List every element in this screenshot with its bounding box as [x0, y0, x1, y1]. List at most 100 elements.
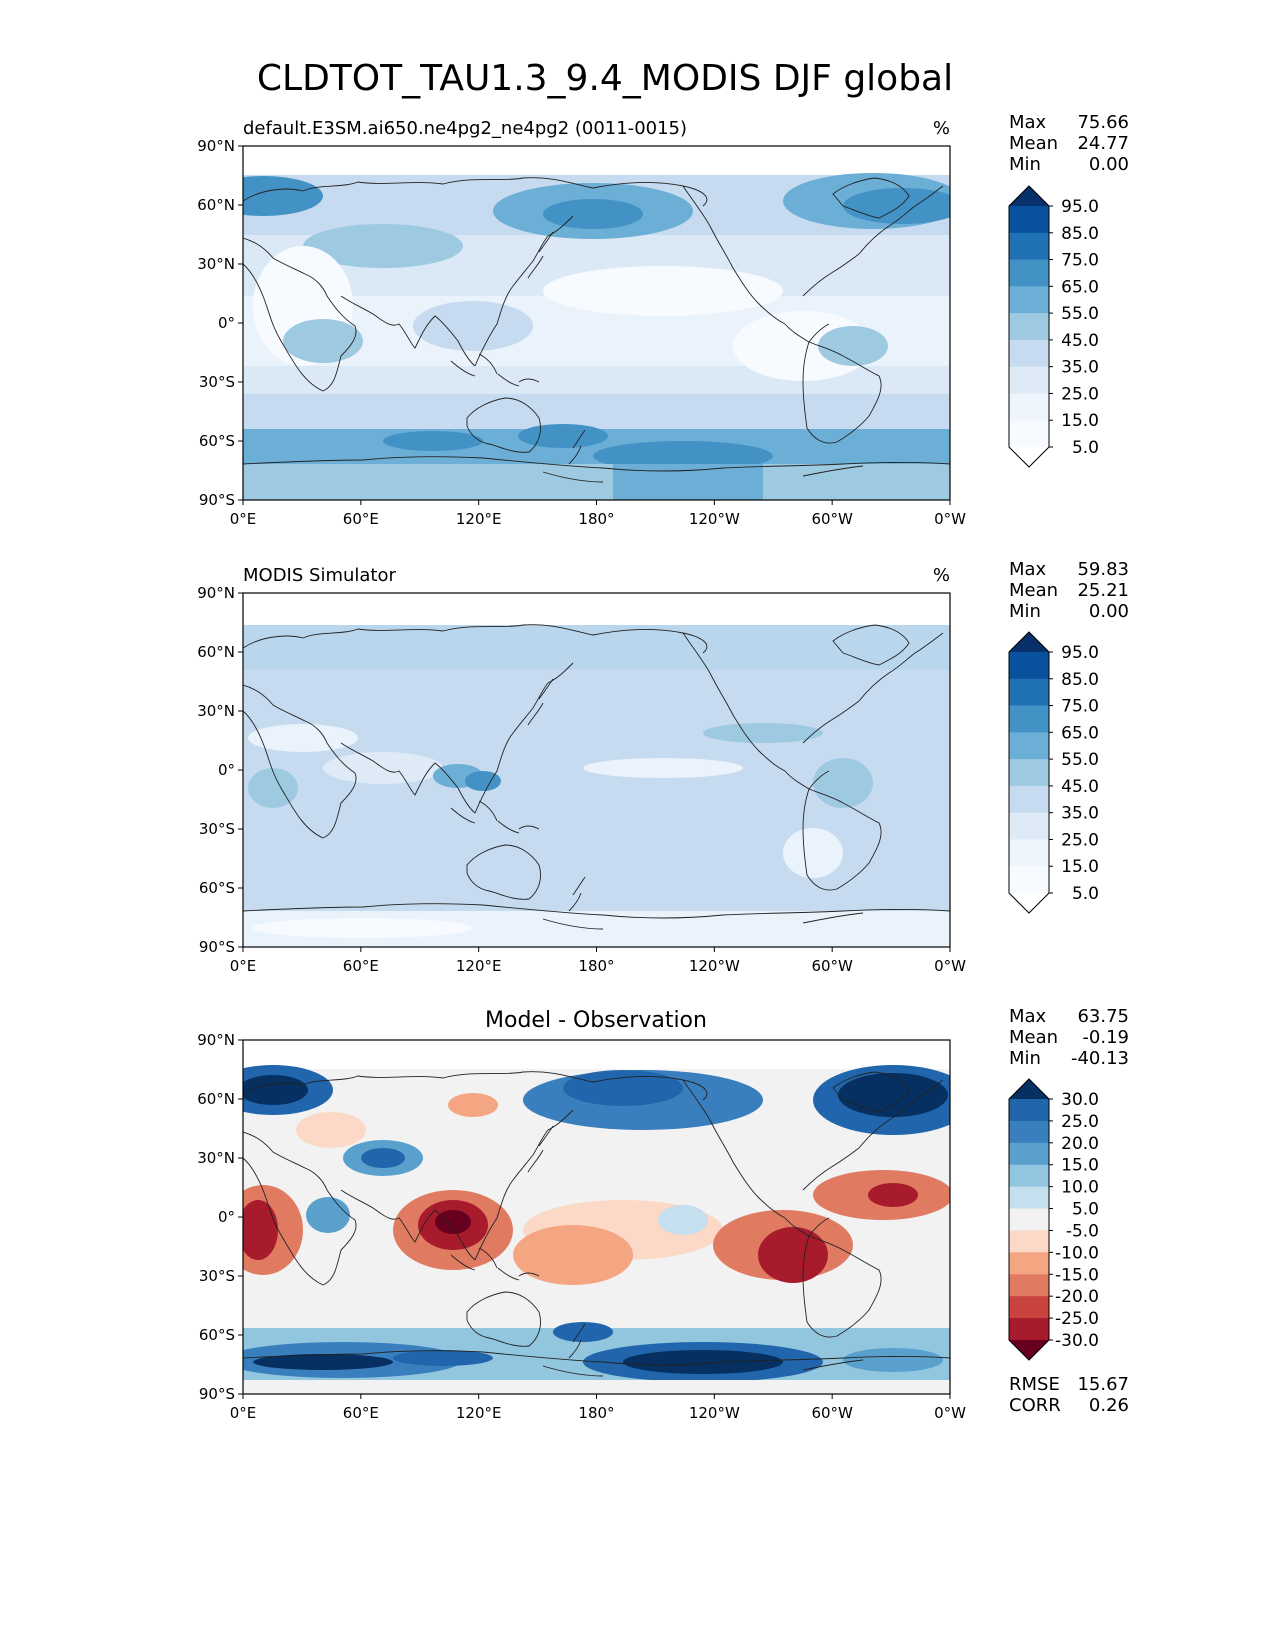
stat-value: -40.13 — [1071, 1048, 1129, 1069]
lat-tick-label: 90°N — [197, 584, 235, 602]
colorbar-segment — [1009, 339, 1049, 368]
colorbar-label: 95.0 — [1061, 197, 1099, 217]
colorbar-label: 25.0 — [1061, 830, 1099, 850]
panel-units: % — [933, 565, 950, 586]
map-field — [243, 1040, 950, 1394]
map-field — [243, 593, 950, 947]
stat-label: Max — [1009, 112, 1047, 133]
colorbar-label: 95.0 — [1061, 643, 1099, 663]
colorbar-segment — [1009, 1164, 1049, 1188]
colorbar-label: 85.0 — [1061, 670, 1099, 690]
lat-tick-label: 60°N — [197, 643, 235, 661]
stat-value: 59.83 — [1077, 559, 1129, 580]
panel-model-legend: Max 75.66 Mean 24.77 Min 0.00 95.0 85.0 75.0 65.… — [1008, 112, 1129, 468]
colorbar-label: 20.0 — [1061, 1134, 1099, 1154]
colorbar-segment — [1009, 1099, 1049, 1122]
colorbar-segment — [1009, 1186, 1049, 1210]
lat-tick-label: 30°N — [197, 255, 235, 273]
colorbar-label: 45.0 — [1061, 777, 1099, 797]
lat-tick-label: 90°S — [199, 938, 235, 956]
lat-tick-label: 60°N — [197, 196, 235, 214]
lat-tick-label: 30°N — [197, 1149, 235, 1167]
colorbar-label: 75.0 — [1061, 251, 1099, 271]
stat-value: 24.77 — [1077, 133, 1129, 154]
colorbar: 95.0 85.0 75.0 65.0 55.0 45.0 35.0 25.0 15.0 5.0 — [1008, 185, 1099, 468]
colorbar-label: -20.0 — [1055, 1287, 1099, 1307]
colorbar-label: -15.0 — [1055, 1265, 1099, 1285]
stat-value: 63.75 — [1077, 1006, 1129, 1027]
colorbar-label: 75.0 — [1061, 697, 1099, 717]
colorbar-extend-max — [1009, 632, 1049, 652]
colorbar-segment — [1009, 839, 1049, 867]
lat-tick-label: 30°S — [199, 373, 235, 391]
colorbar-label: 65.0 — [1061, 277, 1099, 297]
stat-label: Min — [1009, 154, 1041, 175]
extra-stats-block: RMSE 15.67 CORR 0.26 — [1009, 1374, 1129, 1416]
colorbar-label: 5.0 — [1072, 884, 1099, 904]
colorbar-label: 65.0 — [1061, 723, 1099, 743]
colorbar-segment — [1009, 206, 1049, 234]
colorbar-segment — [1009, 286, 1049, 314]
panel-difference: Model - Observation — [197, 1008, 966, 1422]
colorbar-label: 25.0 — [1061, 384, 1099, 404]
lat-ticks: 90°N 60°N 30°N 0° 30°S 60°S 90°S — [197, 584, 243, 956]
lon-tick-label: 60°W — [811, 957, 853, 975]
lon-tick-label: 120°W — [689, 957, 740, 975]
colorbar-segment — [1009, 1120, 1049, 1144]
lon-tick-label: 0°W — [934, 1404, 966, 1422]
stat-value: 0.00 — [1089, 154, 1129, 175]
stats-block: Max 63.75 Mean -0.19 Min -40.13 — [1009, 1006, 1129, 1069]
stat-label: Mean — [1009, 580, 1058, 601]
panel-units: % — [933, 118, 950, 139]
colorbar-label: 15.0 — [1061, 1156, 1099, 1176]
colorbar-segment — [1009, 678, 1049, 707]
colorbar-segment — [1009, 705, 1049, 733]
stats-block: Max 59.83 Mean 25.21 Min 0.00 — [1009, 559, 1129, 622]
colorbar-label: -5.0 — [1066, 1221, 1099, 1241]
colorbar-segment — [1009, 785, 1049, 814]
colorbar-label: 85.0 — [1061, 224, 1099, 244]
colorbar-label: 15.0 — [1061, 411, 1099, 431]
panel-observation-legend: Max 59.83 Mean 25.21 Min 0.00 95.0 85.0 75.0 65.… — [1008, 559, 1129, 914]
panel-observation: MODIS Simulator % 90°N 60°N 30°N 0° 30°S 60°S… — [197, 565, 966, 975]
stats-block: Max 75.66 Mean 24.77 Min 0.00 — [1009, 112, 1129, 175]
figure-title: CLDTOT_TAU1.3_9.4_MODIS DJF global — [257, 58, 953, 99]
lon-tick-label: 180° — [578, 957, 614, 975]
lon-tick-label: 60°E — [343, 1404, 379, 1422]
map-field — [243, 146, 950, 500]
colorbar-label: 10.0 — [1061, 1178, 1099, 1198]
lon-ticks: 0°E 60°E 120°E 180° 120°W 60°W 0°W — [230, 947, 966, 975]
colorbar-segment — [1009, 313, 1049, 341]
lat-tick-label: 60°N — [197, 1090, 235, 1108]
lat-tick-label: 30°N — [197, 702, 235, 720]
lat-tick-label: 0° — [218, 314, 235, 332]
stat-label: Max — [1009, 559, 1047, 580]
lat-tick-label: 60°S — [199, 432, 235, 450]
colorbar-label: 15.0 — [1061, 857, 1099, 877]
stat-value: 75.66 — [1077, 112, 1129, 133]
colorbar-label: 5.0 — [1072, 438, 1099, 458]
colorbar-segment — [1009, 1208, 1049, 1231]
panel-title: Model - Observation — [485, 1008, 707, 1033]
colorbar-segment — [1009, 1274, 1049, 1297]
colorbar-segment — [1009, 1318, 1049, 1341]
colorbar-extend-max — [1009, 186, 1049, 206]
stat-label: Mean — [1009, 1027, 1058, 1048]
lon-tick-label: 60°W — [811, 1404, 853, 1422]
colorbar-extend-max — [1009, 1079, 1049, 1099]
colorbar-label: 35.0 — [1061, 358, 1099, 378]
lat-tick-label: 0° — [218, 761, 235, 779]
lat-ticks: 90°N 60°N 30°N 0° 30°S 60°S 90°S — [197, 1031, 243, 1403]
lon-tick-label: 120°W — [689, 510, 740, 528]
stat-label: Mean — [1009, 133, 1058, 154]
colorbar-segment — [1009, 232, 1049, 261]
colorbar-segment — [1009, 652, 1049, 680]
extra-stat-label: RMSE — [1009, 1374, 1060, 1395]
lat-tick-label: 0° — [218, 1208, 235, 1226]
stat-value: -0.19 — [1082, 1027, 1129, 1048]
colorbar-segment — [1009, 1230, 1049, 1253]
colorbar-label: 55.0 — [1061, 750, 1099, 770]
lon-tick-label: 0°E — [230, 1404, 257, 1422]
lon-tick-label: 120°E — [456, 957, 502, 975]
